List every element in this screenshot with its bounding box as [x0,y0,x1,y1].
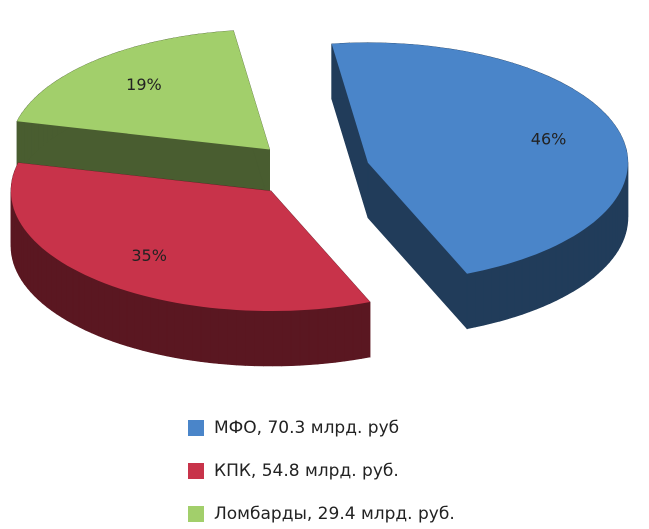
slice-side [183,303,193,361]
slice-side [578,228,585,289]
slice-side [535,250,544,310]
slice-side [609,202,614,263]
slice-side [561,238,569,299]
slice-side [597,214,603,275]
slice-side [134,292,143,351]
slice-side [209,307,219,364]
legend-label: МФО, 70.3 млрд. руб [214,418,399,438]
slice-side [542,248,550,307]
slice-side [593,217,599,278]
slice-side [317,307,328,365]
slice-side [112,285,120,345]
slice-side [514,258,523,318]
slice-side [308,308,319,366]
value-label: 19% [126,75,162,94]
slice-top [11,162,370,311]
slice-side [499,263,508,322]
slice-side [236,309,246,366]
slice-side [290,309,301,367]
slice-side [281,310,292,367]
slice-side [605,206,610,267]
slice-side [218,308,228,365]
value-label: 35% [131,246,167,265]
slice-side [174,302,184,360]
legend-swatch [188,463,204,479]
legend-label: КПК, 54.8 млрд. руб. [214,461,399,481]
slice-top [331,42,628,274]
slice-side [549,245,557,305]
legend-label: Ломбарды, 29.4 млрд. руб. [214,504,455,524]
slice-side [352,303,362,361]
slice-side [23,228,28,289]
slice-side [612,198,616,260]
slice-side [617,190,621,252]
slice-side [61,261,68,322]
slice-side [601,210,607,271]
slice-side [192,305,202,362]
slice-side [41,247,48,308]
slice-side [126,290,135,349]
slice-side [583,225,590,285]
legend-swatch [188,506,204,522]
slice-side [567,235,575,295]
slice-side [555,242,563,302]
slice-side [573,232,580,292]
slice-side [483,267,492,326]
slice-side [21,223,25,285]
slice-side [78,271,86,331]
slice-side [326,306,336,364]
slice-side [245,310,255,367]
slice-side [361,301,371,359]
slice-side [521,256,530,315]
value-label: 46% [531,130,567,149]
slice-side [200,306,211,364]
slice-side [367,161,468,330]
slice-side [474,269,484,328]
slice-side [344,304,354,362]
slice-side [91,277,99,337]
slice-side [166,300,176,358]
slice-side [299,309,310,366]
slice-side [104,283,113,342]
slice-side [33,239,39,301]
slice-side [26,232,31,293]
slice-side [466,271,476,330]
slice-top [17,30,270,150]
slice-side [98,280,106,339]
slice-side [16,216,20,277]
slice [10,162,371,367]
slice-side [46,251,52,311]
slice-side [30,236,35,297]
slice-side [84,274,92,334]
slice-side [272,310,283,367]
slice-side [506,261,516,320]
slice-side [56,258,63,318]
slice [331,42,629,330]
slice-side [66,265,74,325]
slice-side [491,265,500,324]
slice-side [528,253,537,313]
slice-side [37,243,43,304]
slice-side [72,268,80,328]
slice-side [142,295,151,353]
slice-side [227,308,237,366]
slice-side [119,288,128,347]
slice-side [588,221,595,282]
slice-side [158,298,168,357]
slice-side [263,310,274,367]
slice-side [51,254,57,315]
slice-side [18,219,22,281]
slice-side [150,297,159,355]
slice-side [335,305,345,363]
legend-swatch [188,420,204,436]
slice-side [254,310,265,367]
slice-side [615,194,619,256]
